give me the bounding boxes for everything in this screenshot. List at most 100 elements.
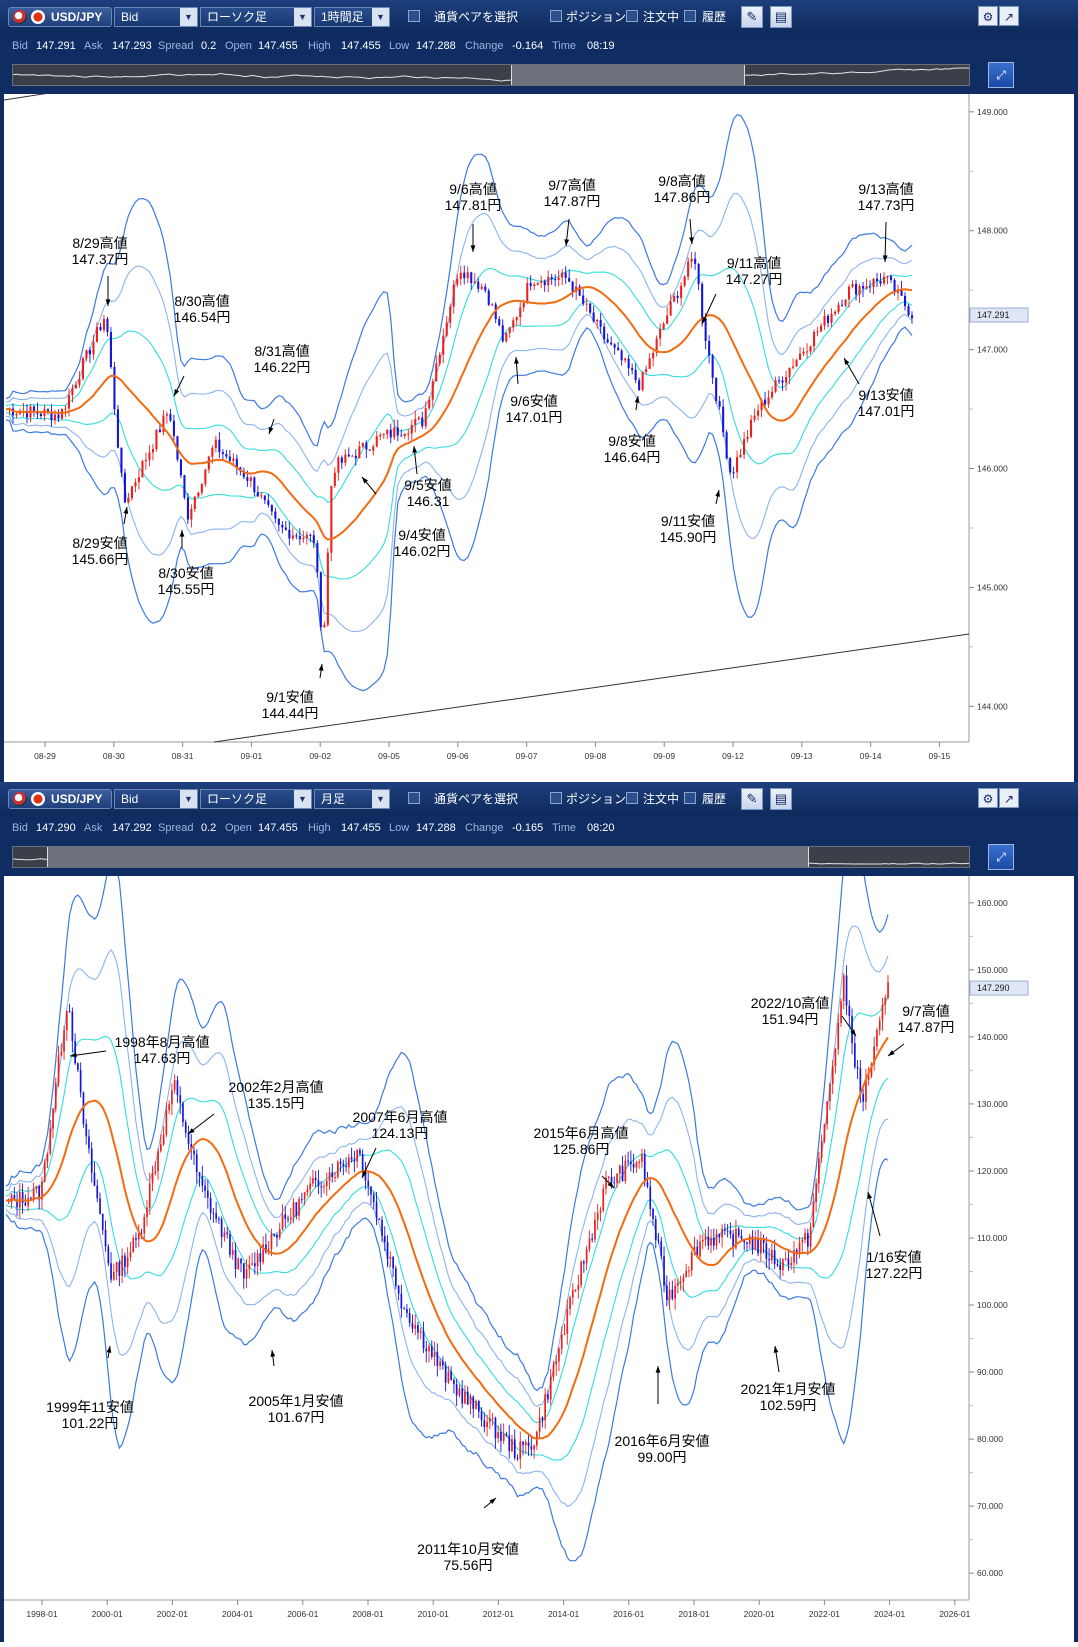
annotation-arrowhead xyxy=(179,530,185,537)
candle-body xyxy=(764,399,767,405)
candle-body xyxy=(842,975,845,1001)
candle-body xyxy=(129,1252,132,1258)
select-pair-label: 通貨ペアを選択 xyxy=(434,10,519,24)
candle-body xyxy=(516,1458,519,1460)
chart-tool-button[interactable]: ✎ xyxy=(741,6,763,28)
candle-body xyxy=(486,1421,488,1427)
x-tick-label: 2026-01 xyxy=(939,1609,970,1619)
order-checkbox[interactable] xyxy=(626,10,638,22)
settings-button[interactable]: ⚙ xyxy=(978,6,998,26)
navigator-bar[interactable] xyxy=(12,846,970,868)
window-icon: ▤ xyxy=(774,9,788,24)
window-button[interactable]: ▤ xyxy=(770,6,792,28)
candle-body xyxy=(596,1212,599,1220)
price-chart-canvas[interactable]: 160.000 150.000 140.000 130.000 120.000 110.0… xyxy=(4,829,1074,1642)
chart-type-select[interactable]: ローソク足 ▼ xyxy=(200,7,312,27)
chart-type-select[interactable]: ローソク足 ▼ xyxy=(200,789,312,809)
chart-tool-button[interactable]: ✎ xyxy=(741,788,763,810)
order-checkbox[interactable] xyxy=(626,792,638,804)
price-type-select[interactable]: Bid ▼ xyxy=(114,7,198,27)
candle-body xyxy=(256,492,259,497)
x-tick-label: 2006-01 xyxy=(287,1609,318,1619)
price-chart[interactable]: 149.000 148.000 147.000 146.000 145.000 144.0… xyxy=(0,89,1078,782)
candle-body xyxy=(314,1178,317,1181)
candle-body xyxy=(774,380,777,392)
select-pair-checkbox[interactable] xyxy=(408,10,420,22)
annotation-arrowhead xyxy=(850,1029,856,1036)
candle-body xyxy=(470,272,473,283)
candle-body xyxy=(99,1198,101,1214)
currency-pair-button[interactable]: USD/JPY xyxy=(8,7,112,27)
candle-body xyxy=(436,1352,439,1366)
price-type-select[interactable]: Bid ▼ xyxy=(114,789,198,809)
select-pair-checkbox[interactable] xyxy=(408,792,420,804)
annotation-arrowhead xyxy=(268,427,274,434)
candle-body xyxy=(508,1435,511,1451)
candle-body xyxy=(368,449,371,451)
position-checkbox[interactable] xyxy=(550,10,562,22)
candle-body xyxy=(621,1165,624,1181)
candle-body xyxy=(66,1011,68,1031)
navigator-bar[interactable] xyxy=(12,64,970,86)
popout-button[interactable]: ↗ xyxy=(999,788,1019,808)
candle-body xyxy=(685,1270,687,1278)
timeframe-select[interactable]: 1時間足 ▼ xyxy=(314,7,390,27)
currency-pair-button[interactable]: USD/JPY xyxy=(8,789,112,809)
candle-body xyxy=(893,280,896,293)
candle-body xyxy=(306,1189,309,1193)
bid-value: 147.290 xyxy=(36,822,76,834)
annotation-arrowhead xyxy=(106,1346,112,1353)
settings-button[interactable]: ⚙ xyxy=(978,788,998,808)
history-checkbox[interactable] xyxy=(684,10,696,22)
candle-body xyxy=(610,1176,613,1183)
last-price-tag xyxy=(969,307,1029,323)
candle-body xyxy=(229,1234,231,1255)
zoom-expand-button[interactable]: ⤢ xyxy=(988,62,1014,88)
x-tick-label: 2002-01 xyxy=(157,1609,188,1619)
candle-body xyxy=(848,1005,851,1017)
time-label: Time xyxy=(552,40,577,52)
candle-body xyxy=(487,290,490,305)
candle-body xyxy=(837,304,840,312)
candle-body xyxy=(389,429,392,438)
candle-body xyxy=(704,1236,707,1240)
high-label: High xyxy=(308,40,331,52)
navigator-selection-handle[interactable] xyxy=(47,847,809,867)
dropdown-arrow-icon: ▼ xyxy=(294,790,311,808)
candle-body xyxy=(60,1051,63,1056)
price-type-value: Bid xyxy=(121,10,139,24)
candle-body xyxy=(41,1181,43,1200)
navigator-selection-handle[interactable] xyxy=(511,65,745,85)
annotation-value: 147.73円 xyxy=(858,197,915,213)
candle-body xyxy=(107,1246,110,1264)
candle-body xyxy=(198,1172,201,1177)
candle-body xyxy=(643,1154,646,1182)
candle-body xyxy=(578,286,581,296)
candle-body xyxy=(522,303,525,308)
candle-body xyxy=(641,1154,643,1162)
dropdown-arrow-icon: ▼ xyxy=(372,790,389,808)
candle-body xyxy=(911,315,914,319)
spread-value: 0.2 xyxy=(201,822,217,834)
candle-body xyxy=(649,1186,652,1209)
zoom-expand-button[interactable]: ⤢ xyxy=(988,844,1014,870)
candle-body xyxy=(323,1186,325,1188)
candle-body xyxy=(757,410,760,416)
price-chart[interactable]: 160.000 150.000 140.000 130.000 120.000 110.0… xyxy=(0,829,1078,1642)
candle-body xyxy=(760,1240,762,1254)
candle-body xyxy=(890,276,893,280)
candle-body xyxy=(340,457,343,463)
window-button[interactable]: ▤ xyxy=(770,788,792,810)
candle-body xyxy=(771,391,774,398)
price-chart-canvas[interactable]: 149.000 148.000 147.000 146.000 145.000 144.0… xyxy=(3,89,1074,782)
popout-button[interactable]: ↗ xyxy=(999,6,1019,26)
annotation-value: 75.56円 xyxy=(443,1557,492,1573)
timeframe-select[interactable]: 月足 ▼ xyxy=(314,789,390,809)
candle-body xyxy=(393,427,396,438)
position-checkbox[interactable] xyxy=(550,792,562,804)
history-checkbox[interactable] xyxy=(684,792,696,804)
history-label: 履歴 xyxy=(702,10,727,24)
candle-body xyxy=(699,1241,701,1257)
y-tick-label: 90.000 xyxy=(977,1367,1003,1377)
history-label: 履歴 xyxy=(702,792,727,806)
